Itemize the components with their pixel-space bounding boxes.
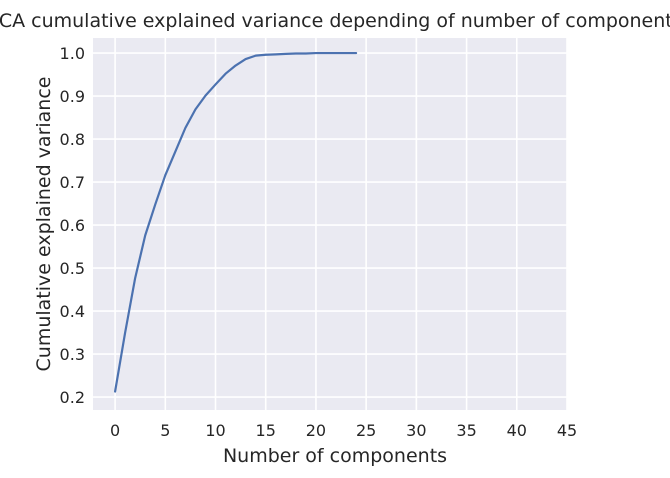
y-tick-label: 0.9 <box>60 87 85 106</box>
x-tick-label: 30 <box>406 421 426 440</box>
y-tick-label: 0.5 <box>60 259 85 278</box>
y-tick-label: 0.3 <box>60 345 85 364</box>
x-tick-label: 5 <box>160 421 170 440</box>
x-tick-label: 25 <box>356 421 376 440</box>
x-tick-label: 35 <box>456 421 476 440</box>
x-tick-label: 20 <box>306 421 326 440</box>
x-tick-label: 45 <box>557 421 577 440</box>
y-tick-label: 0.6 <box>60 216 85 235</box>
x-tick-label: 15 <box>256 421 276 440</box>
chart-title: PCA cumulative explained variance depend… <box>0 10 670 32</box>
x-tick-label: 0 <box>110 421 120 440</box>
y-tick-label: 0.8 <box>60 130 85 149</box>
y-axis-ticks: 0.2 0.3 0.4 0.5 0.6 0.7 0.8 0.9 1.0 <box>60 44 85 407</box>
x-tick-label: 40 <box>507 421 527 440</box>
x-axis-label: Number of components <box>223 445 447 467</box>
y-tick-label: 0.7 <box>60 173 85 192</box>
y-tick-label: 0.4 <box>60 302 85 321</box>
y-tick-label: 1.0 <box>60 44 85 63</box>
series-line <box>113 51 358 393</box>
x-axis-ticks: 0 5 10 15 20 25 30 35 40 45 <box>110 421 577 440</box>
series-layer <box>113 51 358 393</box>
y-tick-label: 0.2 <box>60 388 85 407</box>
y-axis-label: Cumulative explained variance <box>33 77 55 372</box>
plot-area <box>93 38 567 410</box>
x-tick-label: 10 <box>205 421 225 440</box>
